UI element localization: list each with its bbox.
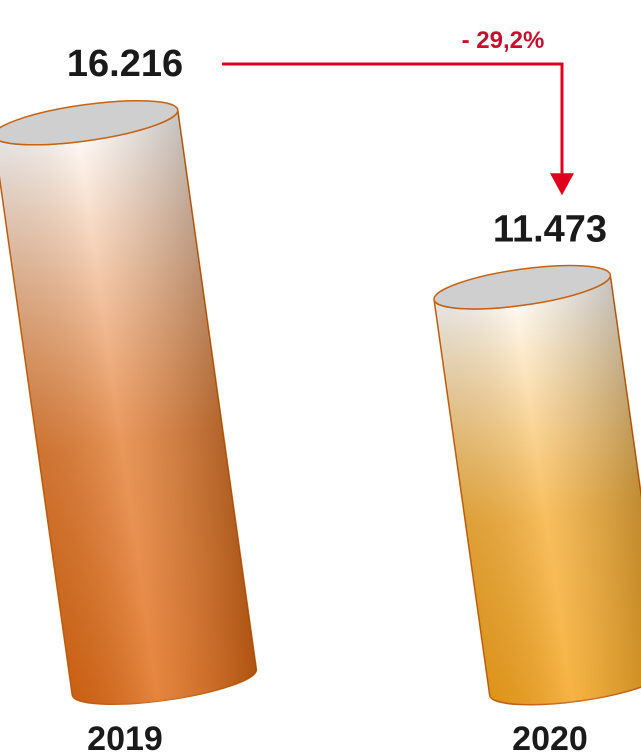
bars-layer bbox=[0, 99, 641, 706]
bar-shading-2019 bbox=[0, 109, 257, 705]
bar-shading-2020 bbox=[434, 274, 641, 705]
change-arrow: - 29,2% bbox=[222, 27, 574, 196]
bar-cap-2020 bbox=[433, 264, 612, 310]
bar-2020 bbox=[433, 264, 641, 706]
change-percent-label: - 29,2% bbox=[462, 27, 545, 54]
bar-cap-2019 bbox=[0, 99, 179, 146]
category-label-2019: 2019 bbox=[87, 720, 163, 755]
value-label-2019: 16.216 bbox=[67, 43, 183, 85]
labels-layer: 16.216 2019 11.473 2020 bbox=[67, 43, 607, 755]
change-arrow-line bbox=[222, 62, 564, 176]
bar-2019 bbox=[0, 99, 258, 706]
category-label-2020: 2020 bbox=[512, 720, 588, 755]
change-arrow-head bbox=[550, 173, 574, 196]
value-label-2020: 11.473 bbox=[493, 208, 607, 250]
